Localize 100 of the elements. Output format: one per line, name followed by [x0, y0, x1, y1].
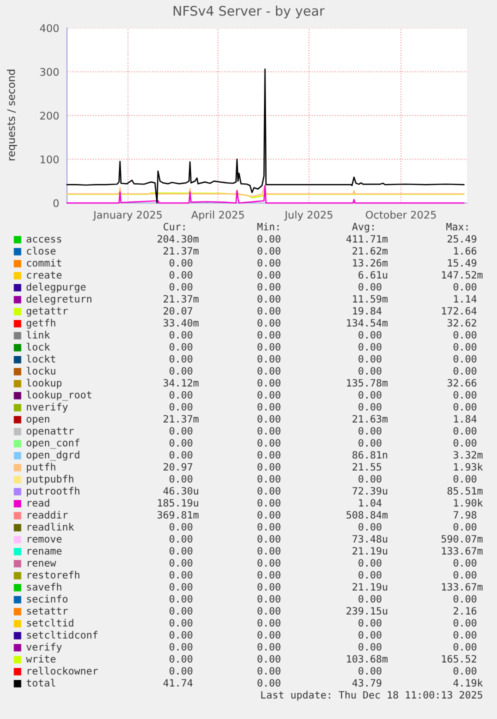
legend-label: lockt [26, 354, 56, 363]
text: 0.00 [258, 619, 280, 627]
text: 73.48u [352, 535, 388, 543]
text: 0.00 [258, 583, 280, 591]
text: 4.19k [453, 678, 483, 687]
text: 103.68m [347, 655, 388, 663]
text: Last update: Thu Dec 18 11:00:13 2025 [261, 690, 482, 701]
text: 0.00 [170, 451, 192, 459]
text: 0.00 [258, 487, 280, 495]
legend-label: setcltidconf [27, 630, 98, 639]
text: 0.00 [258, 643, 280, 651]
text: 0.00 [170, 403, 192, 411]
text: 0.00 [454, 391, 476, 399]
legend-label: locku [26, 366, 56, 375]
text: 0.00 [258, 355, 280, 363]
text: 0.00 [454, 355, 476, 363]
text: 411.71m [346, 235, 388, 242]
text: 0.00 [258, 607, 280, 615]
text: 0.00 [170, 535, 192, 543]
text: 25.49 [448, 235, 476, 243]
text: 185.19u [158, 499, 198, 507]
text: 508.84m [346, 511, 388, 519]
text: Avg: [352, 222, 374, 232]
text: 0.00 [358, 571, 382, 579]
text: 0.00 [170, 331, 192, 339]
legend-label: nverify [26, 402, 68, 413]
text: Min: [257, 222, 279, 230]
legend-label: restorefh [28, 570, 80, 579]
text: 0.00 [258, 391, 280, 399]
text: 0.00 [454, 643, 476, 651]
y-tick-label: 0 [53, 199, 59, 208]
y-tick-label: 100 [40, 155, 59, 164]
text: 1.14 [454, 295, 477, 302]
text: 0.00 [358, 343, 382, 351]
text: 0.00 [170, 607, 192, 615]
legend-label: secinfo [27, 594, 68, 603]
legend-label: delegreturn [26, 294, 92, 305]
text: 239.15u [346, 607, 388, 615]
legend-label: readdir [28, 510, 68, 519]
text: 369.81m [158, 511, 199, 519]
x-tick-label: July 2025 [284, 210, 332, 221]
text: 0.00 [454, 331, 476, 339]
text: 0.00 [170, 631, 192, 639]
text: 11.59m [353, 295, 388, 303]
chart-title: NFSv4 Server - by year [174, 6, 325, 18]
text: 0.00 [358, 559, 382, 567]
text: 0.00 [454, 439, 476, 447]
text: 33.40m [164, 319, 199, 327]
text: 20.97 [164, 463, 192, 471]
text: 0.00 [258, 259, 280, 267]
text: 43.79 [352, 679, 382, 687]
text: 0.00 [258, 403, 280, 411]
text: 0.00 [170, 655, 192, 663]
legend-label: rellockowner [28, 666, 98, 675]
text: 0.00 [170, 259, 192, 267]
legend-label: savefh [27, 582, 62, 591]
text: 0.00 [258, 547, 280, 555]
text: 1.93k [454, 462, 483, 471]
text: 0.00 [358, 667, 382, 675]
legend-label: open_conf [26, 438, 80, 449]
text: 165.52 [442, 655, 476, 663]
text: 7.98 [454, 511, 476, 519]
text: 147.52m [442, 271, 483, 279]
legend-label: lock [26, 342, 50, 351]
text: 0.00 [258, 655, 280, 663]
text: 21.37m [164, 415, 199, 423]
text: 34.12m [164, 379, 199, 387]
text: 0.00 [258, 271, 280, 279]
legend-label: setcltid [27, 618, 74, 627]
text: 1.90k [454, 498, 483, 507]
legend-label: readlink [28, 522, 74, 531]
text: 0.00 [258, 295, 280, 303]
text: 21.62m [352, 247, 388, 255]
text: 0.00 [258, 631, 280, 639]
text: 0.00 [358, 595, 382, 603]
text: 133.67m [442, 583, 483, 591]
text: 0.00 [170, 571, 192, 579]
legend-label: read [28, 498, 50, 507]
text: 0.00 [258, 535, 280, 543]
legend-label: lookup [26, 378, 62, 389]
y-axis-title: requests / second [6, 70, 18, 160]
text: 72.39u [352, 487, 388, 495]
text: 0.00 [258, 667, 280, 675]
text: 0.00 [258, 523, 280, 531]
text: 21.19u [352, 547, 388, 555]
text: 32.66 [448, 379, 476, 387]
text: 21.63m [352, 415, 388, 423]
text: 0.00 [170, 595, 192, 603]
text: 1.04 [359, 499, 382, 507]
text: 135.78m [347, 379, 388, 387]
legend-label: verify [26, 642, 62, 653]
legend-label: lookup_root [26, 390, 92, 401]
text: 0.00 [170, 343, 192, 351]
text: 6.61u [358, 271, 388, 279]
text: 0.00 [170, 271, 192, 279]
text: 0.00 [258, 451, 280, 459]
text: 0.00 [358, 619, 382, 627]
text: 0.00 [358, 331, 382, 339]
y-tick-label: 200 [40, 112, 59, 120]
legend-label: rename [28, 548, 62, 555]
